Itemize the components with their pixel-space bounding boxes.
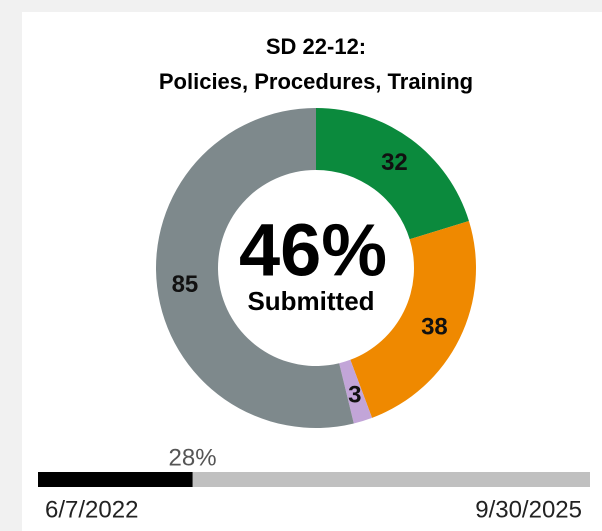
progress-label: 28% <box>169 444 217 471</box>
donut-slice <box>156 108 354 428</box>
center-label: Submitted <box>247 286 374 316</box>
slice-label: 38 <box>421 314 448 341</box>
chart-title: Policies, Procedures, Training <box>159 69 473 94</box>
center-value: 46% <box>239 209 387 292</box>
donut-slice <box>339 359 373 424</box>
chart-title: SD 22-12: <box>266 34 366 59</box>
card <box>22 12 602 531</box>
slice-label: 32 <box>381 149 408 176</box>
donut-slice <box>350 220 476 418</box>
start-date: 6/7/2022 <box>45 496 138 523</box>
progress-fill <box>38 472 193 487</box>
donut-slice <box>316 108 469 240</box>
end-date: 9/30/2025 <box>475 496 582 523</box>
slice-label: 85 <box>172 271 199 298</box>
slice-label: 3 <box>348 382 361 409</box>
